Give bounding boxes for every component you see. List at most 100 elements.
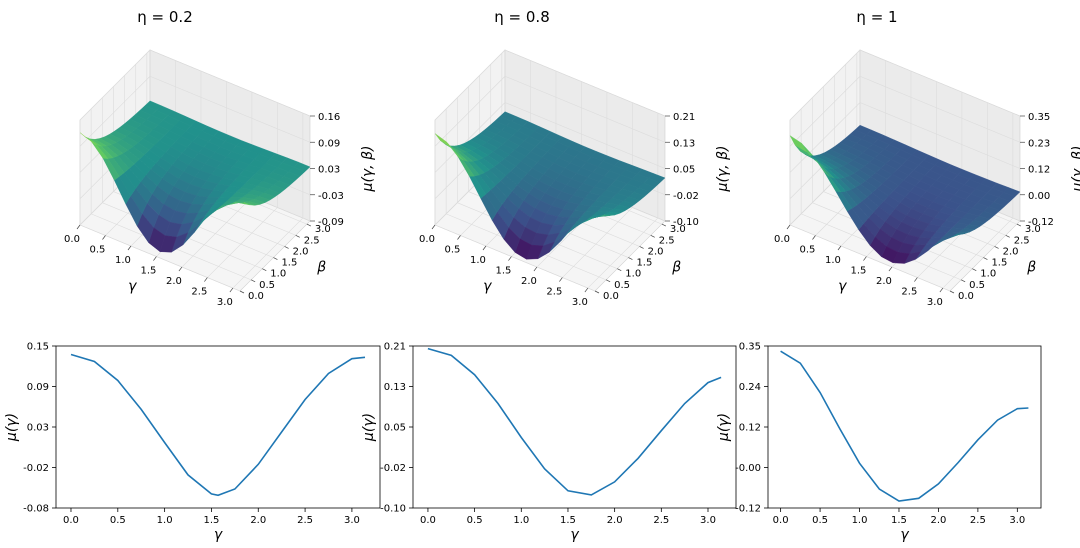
y-tick-mark — [972, 268, 977, 272]
x-tick-label: 3.0 — [217, 297, 233, 308]
y-tick-label: 0.0 — [603, 291, 619, 302]
x-tick-mark — [431, 224, 436, 230]
surface-patch — [434, 133, 452, 148]
y-tick-label: 0.13 — [384, 382, 406, 393]
grid-line — [942, 217, 1014, 289]
y-tick-label: 0.5 — [259, 280, 275, 291]
x-tick-mark — [508, 256, 512, 261]
y-tick-label: 1.5 — [991, 258, 1007, 269]
x-tick-label: 1.0 — [825, 255, 841, 266]
grid-line — [859, 102, 1021, 169]
y-tick-mark — [605, 279, 611, 283]
z-tick-label: -0.03 — [318, 191, 344, 202]
y-tick-label: 0.12 — [739, 423, 761, 434]
y-tick-mark — [994, 246, 999, 249]
x-tick-mark — [559, 277, 563, 282]
grid-line — [79, 49, 151, 121]
x-tick-mark — [863, 256, 867, 261]
y-tick-mark — [949, 290, 955, 294]
x-tick-label: 1.0 — [157, 515, 173, 526]
x-axis-label: γ — [570, 527, 579, 543]
y-tick-label: 0.05 — [384, 423, 406, 434]
y-tick-mark — [617, 268, 622, 272]
x-tick-label: 3.0 — [927, 297, 943, 308]
grid-line — [587, 217, 659, 289]
z-tick-label: 0.35 — [1028, 112, 1050, 123]
x-tick-label: 3.0 — [700, 515, 716, 526]
z-tick-label: -0.10 — [673, 217, 699, 228]
y-axis-label: μ(γ) — [361, 413, 377, 442]
x-tick-mark — [229, 287, 234, 293]
x-tick-label: 1.0 — [513, 515, 529, 526]
x-tick-label: 0.0 — [774, 234, 790, 245]
x-axis-label: γ — [214, 527, 223, 543]
series-line-1 — [70, 353, 366, 497]
grid-line — [434, 76, 506, 147]
grid-line — [79, 224, 241, 292]
x-tick-mark — [939, 287, 944, 293]
y-axis-label: β — [316, 259, 326, 275]
x-tick-mark — [482, 245, 487, 251]
x-tick-label: 2.5 — [901, 287, 917, 298]
y-tick-label: 0.0 — [958, 291, 974, 302]
y-tick-label: 1.0 — [980, 269, 996, 280]
grid-line — [232, 217, 304, 289]
subplot-title: η = 0.2 — [137, 8, 192, 26]
x-tick-label: 1.5 — [850, 266, 866, 277]
z-axis-label: μ(γ, β) — [1070, 146, 1080, 193]
grid-line — [504, 102, 666, 169]
y-tick-mark — [1016, 223, 1022, 227]
x-tick-label: 2.0 — [607, 515, 623, 526]
y-tick-label: 2.0 — [293, 246, 309, 257]
y-tick-label: -0.12 — [735, 504, 761, 515]
x-tick-mark — [533, 266, 538, 272]
plot-frame — [412, 345, 737, 509]
z-axis-label: μ(γ, β) — [360, 146, 376, 193]
x-axis-label: γ — [838, 278, 847, 294]
y-tick-mark — [250, 279, 256, 283]
z-tick-label: 0.12 — [1028, 165, 1050, 176]
x-tick-label: 3.0 — [344, 515, 360, 526]
x-tick-mark — [584, 287, 589, 293]
grid-line — [149, 49, 311, 117]
x-tick-label: 1.5 — [891, 515, 907, 526]
x-tick-label: 2.0 — [250, 515, 266, 526]
y-tick-label: -0.02 — [380, 463, 406, 474]
y-tick-mark — [628, 257, 633, 260]
x-tick-label: 1.0 — [852, 515, 868, 526]
grid-line — [79, 76, 151, 147]
x-tick-label: 3.0 — [572, 297, 588, 308]
x-tick-label: 0.5 — [812, 515, 828, 526]
y-tick-label: 1.5 — [281, 258, 297, 269]
x-tick-label: 1.5 — [495, 266, 511, 277]
y-tick-label: -0.02 — [23, 463, 49, 474]
y-tick-label: 0.0 — [248, 291, 264, 302]
surface-patch — [79, 132, 97, 145]
y-tick-mark — [295, 234, 300, 238]
surface-plot-1: 0.00.51.01.52.02.53.00.00.51.01.52.02.53… — [64, 8, 376, 308]
x-tick-label: 2.0 — [876, 276, 892, 287]
x-tick-label: 0.0 — [419, 234, 435, 245]
x-tick-mark — [837, 245, 842, 251]
x-tick-mark — [457, 235, 461, 240]
y-tick-label: 2.5 — [659, 235, 675, 246]
z-tick-label: 0.00 — [1028, 191, 1050, 202]
x-tick-label: 1.5 — [560, 515, 576, 526]
y-tick-mark — [661, 223, 667, 227]
grid-line — [504, 49, 666, 117]
grid-line — [859, 49, 1021, 117]
x-tick-label: 0.5 — [445, 245, 461, 256]
y-tick-mark — [239, 290, 245, 294]
x-tick-label: 0.0 — [63, 515, 79, 526]
y-axis-label: β — [671, 259, 681, 275]
y-tick-mark — [306, 223, 312, 227]
surface-plot-2: 0.00.51.01.52.02.53.00.00.51.01.52.02.53… — [419, 8, 731, 308]
subplot-title: η = 1 — [856, 8, 897, 26]
x-tick-label: 2.5 — [546, 287, 562, 298]
surface-patch — [789, 135, 807, 153]
x-tick-label: 1.0 — [115, 255, 131, 266]
line-plot-2: 0.0 0.5 1.0 1.5 2.0 2.5 3.0 -0.10 -0.02 0.05 0.13 0… — [361, 342, 737, 543]
y-tick-label: -0.00 — [735, 463, 761, 474]
x-tick-mark — [914, 277, 918, 282]
